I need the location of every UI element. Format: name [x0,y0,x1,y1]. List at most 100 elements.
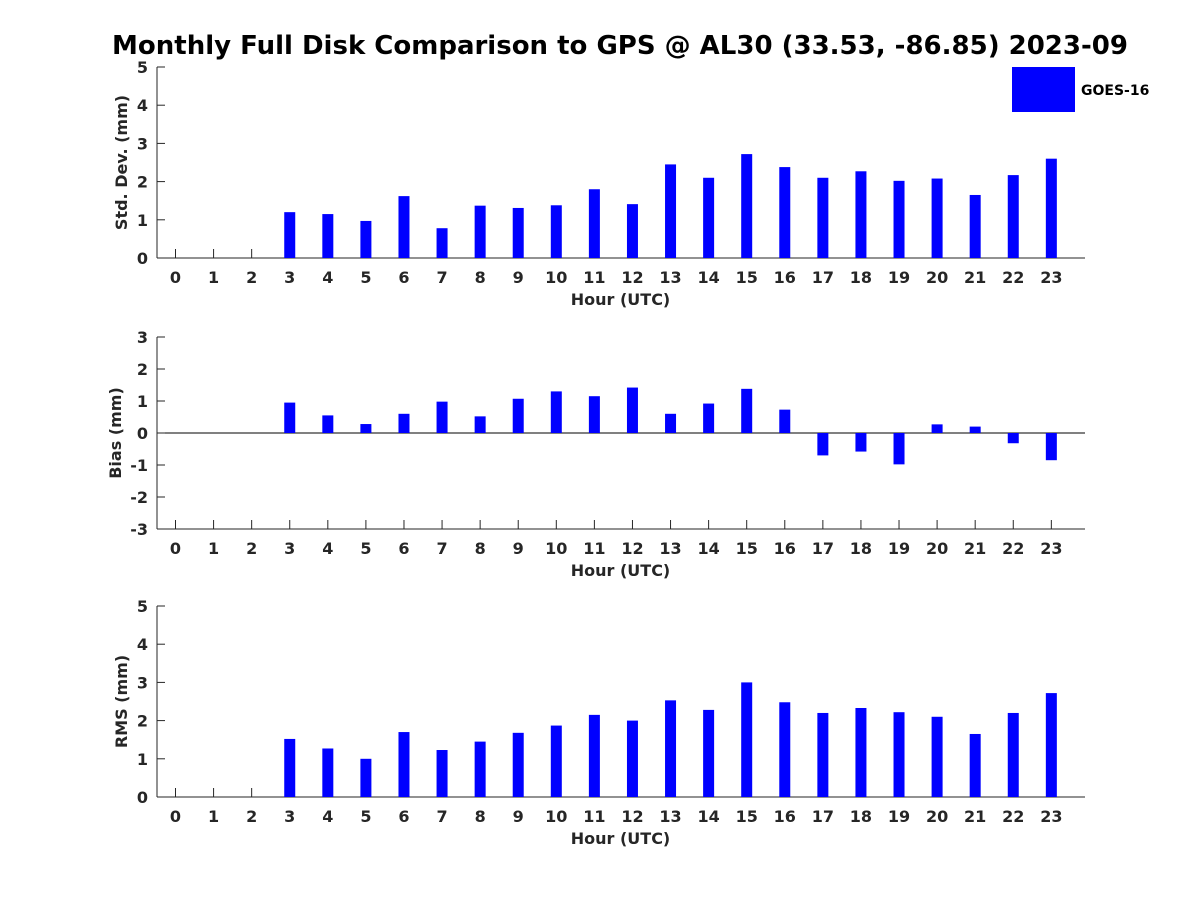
bar-hour-13 [665,413,677,433]
y-axis-label: Std. Dev. (mm) [112,95,131,230]
x-tick-label: 15 [736,539,758,558]
x-tick-label: 8 [475,807,486,826]
x-tick-label: 13 [659,807,681,826]
x-tick-label: 9 [513,807,524,826]
x-tick-label: 8 [475,268,486,287]
bar-hour-4 [322,415,334,433]
bar-hour-8 [474,741,486,797]
x-tick-label: 12 [621,539,643,558]
bar-hour-23 [1045,433,1057,461]
x-tick-label: 8 [475,539,486,558]
bar-hour-11 [588,189,600,258]
bar-hour-15 [741,388,753,433]
bar-hour-6 [398,413,410,433]
bar-hour-7 [436,228,448,258]
x-tick-label: 2 [246,807,257,826]
bar-hour-17 [817,433,829,456]
y-tick-label: 0 [137,249,148,268]
x-tick-label: 7 [436,807,447,826]
x-tick-label: 13 [659,539,681,558]
x-tick-label: 14 [697,268,719,287]
x-tick-label: 21 [964,539,986,558]
x-tick-label: 4 [322,268,333,287]
x-tick-label: 22 [1002,268,1024,287]
x-tick-label: 15 [736,807,758,826]
x-tick-label: 22 [1002,539,1024,558]
bar-hour-5 [360,424,372,433]
x-tick-label: 20 [926,539,948,558]
bar-hour-10 [550,205,562,258]
bar-hour-4 [322,214,334,258]
bar-hour-14 [703,709,715,797]
bar-hour-4 [322,748,334,797]
y-axis-label: Bias (mm) [106,387,125,479]
x-tick-label: 10 [545,539,567,558]
x-tick-label: 23 [1040,268,1062,287]
y-tick-label: 1 [137,750,148,769]
x-tick-label: 19 [888,807,910,826]
bar-hour-22 [1007,433,1019,444]
bar-hour-19 [893,180,905,258]
y-tick-label: 5 [137,58,148,77]
y-tick-label: 2 [137,360,148,379]
x-tick-label: 5 [360,268,371,287]
y-tick-label: 0 [137,788,148,807]
x-tick-label: 11 [583,539,605,558]
x-tick-label: 22 [1002,807,1024,826]
x-tick-label: 19 [888,268,910,287]
x-tick-label: 14 [697,807,719,826]
x-tick-label: 16 [774,539,796,558]
bar-hour-3 [284,738,296,797]
x-tick-label: 18 [850,268,872,287]
x-tick-label: 3 [284,268,295,287]
x-tick-label: 9 [513,539,524,558]
x-tick-label: 2 [246,268,257,287]
legend-swatch [1012,67,1075,112]
x-tick-label: 14 [697,539,719,558]
y-axis-label: RMS (mm) [112,655,131,748]
bar-hour-12 [626,387,638,433]
bar-hour-15 [741,154,753,258]
x-tick-label: 1 [208,807,219,826]
chart-title: Monthly Full Disk Comparison to GPS @ AL… [112,31,1128,61]
bar-hour-11 [588,714,600,797]
x-tick-label: 21 [964,807,986,826]
x-tick-label: 20 [926,268,948,287]
x-tick-label: 9 [513,268,524,287]
x-tick-label: 1 [208,268,219,287]
bar-hour-19 [893,712,905,797]
bar-hour-7 [436,401,448,433]
x-tick-label: 4 [322,807,333,826]
y-tick-label: 1 [137,392,148,411]
bar-hour-18 [855,171,867,258]
x-tick-label: 4 [322,539,333,558]
x-tick-label: 0 [170,268,181,287]
bar-hour-6 [398,732,410,797]
bar-hour-16 [779,702,791,797]
bar-hour-12 [626,204,638,258]
bar-hour-21 [969,733,981,797]
bar-hour-17 [817,712,829,797]
bar-hour-21 [969,426,981,433]
x-tick-label: 2 [246,539,257,558]
y-tick-label: 0 [137,424,148,443]
x-tick-label: 0 [170,539,181,558]
legend-label: GOES-16 [1081,83,1149,99]
x-tick-label: 12 [621,268,643,287]
y-tick-label: 5 [137,597,148,616]
x-tick-label: 11 [583,268,605,287]
y-tick-label: 4 [137,96,148,115]
bar-hour-18 [855,433,867,452]
x-tick-label: 3 [284,539,295,558]
bar-hour-5 [360,220,372,258]
x-tick-label: 6 [398,539,409,558]
y-tick-label: 3 [137,673,148,692]
x-tick-label: 23 [1040,807,1062,826]
y-tick-label: 2 [137,173,148,192]
x-tick-label: 6 [398,268,409,287]
bar-hour-10 [550,725,562,797]
x-tick-label: 5 [360,807,371,826]
bar-hour-17 [817,177,829,258]
